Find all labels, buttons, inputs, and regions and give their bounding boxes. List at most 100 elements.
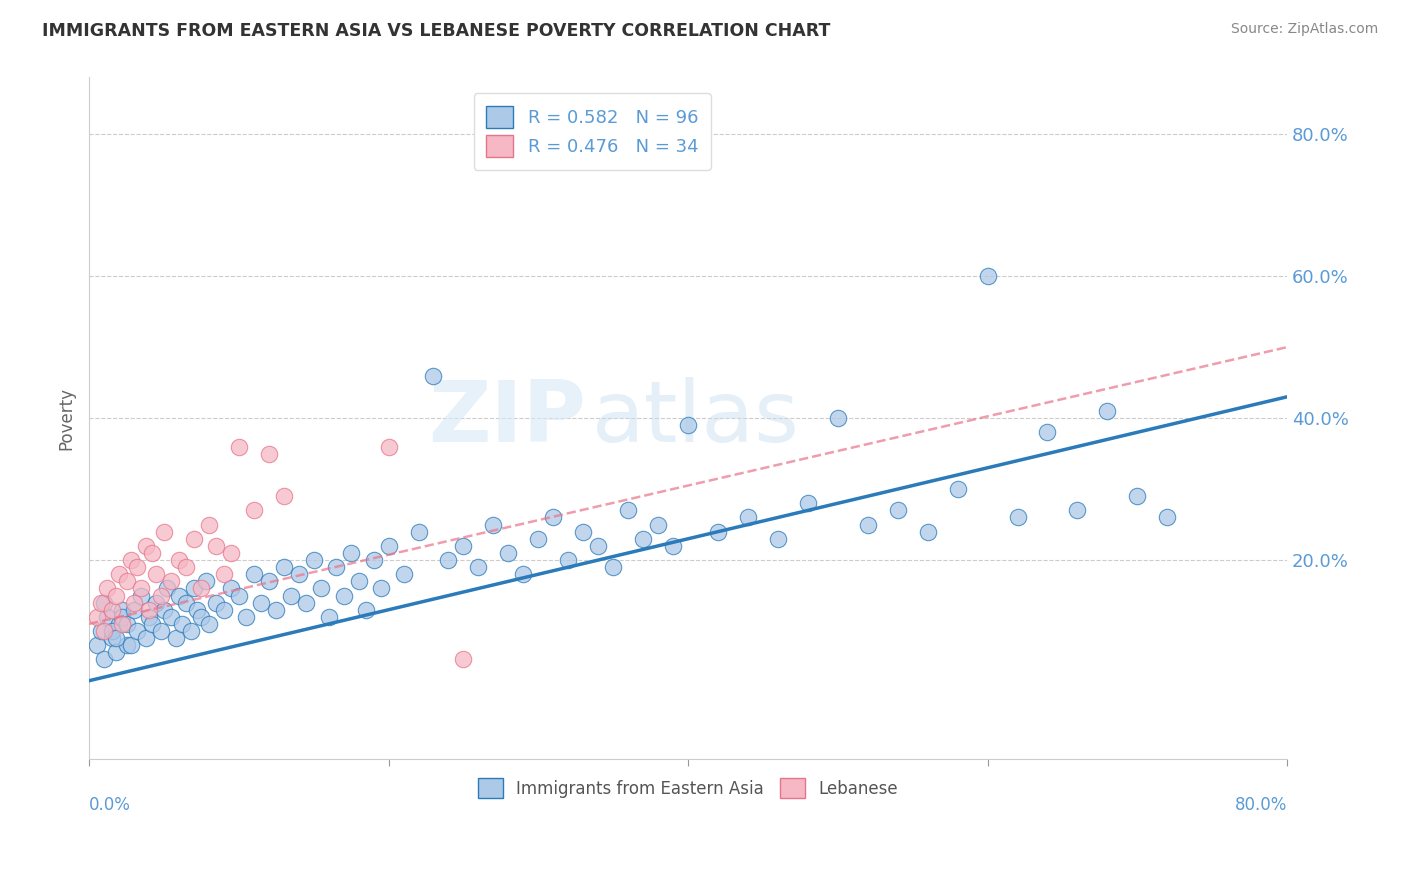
Legend: Immigrants from Eastern Asia, Lebanese: Immigrants from Eastern Asia, Lebanese xyxy=(464,764,911,812)
Point xyxy=(93,652,115,666)
Point xyxy=(467,560,489,574)
Point xyxy=(347,574,370,589)
Point xyxy=(498,546,520,560)
Point xyxy=(153,524,176,539)
Point xyxy=(105,589,128,603)
Point xyxy=(160,574,183,589)
Point xyxy=(250,596,273,610)
Point xyxy=(422,368,444,383)
Point xyxy=(141,616,163,631)
Point xyxy=(149,589,172,603)
Point xyxy=(198,517,221,532)
Point xyxy=(221,582,243,596)
Point xyxy=(377,440,399,454)
Point xyxy=(437,553,460,567)
Point xyxy=(377,539,399,553)
Point xyxy=(647,517,669,532)
Point xyxy=(131,589,153,603)
Point xyxy=(125,624,148,638)
Point xyxy=(1007,510,1029,524)
Point xyxy=(332,589,354,603)
Point xyxy=(1036,425,1059,440)
Point xyxy=(766,532,789,546)
Point xyxy=(93,596,115,610)
Point xyxy=(149,624,172,638)
Point xyxy=(122,596,145,610)
Point xyxy=(165,631,187,645)
Point xyxy=(180,624,202,638)
Point xyxy=(205,596,228,610)
Point xyxy=(631,532,654,546)
Point xyxy=(105,631,128,645)
Point xyxy=(617,503,640,517)
Point xyxy=(280,589,302,603)
Point xyxy=(1097,404,1119,418)
Point xyxy=(257,447,280,461)
Point xyxy=(1066,503,1088,517)
Point xyxy=(295,596,318,610)
Point xyxy=(86,638,108,652)
Text: 80.0%: 80.0% xyxy=(1234,797,1286,814)
Point xyxy=(100,603,122,617)
Point xyxy=(194,574,217,589)
Point xyxy=(135,539,157,553)
Point xyxy=(167,553,190,567)
Point xyxy=(145,596,167,610)
Text: atlas: atlas xyxy=(592,376,800,459)
Point xyxy=(512,567,534,582)
Point xyxy=(1156,510,1178,524)
Point xyxy=(228,589,250,603)
Point xyxy=(273,489,295,503)
Point xyxy=(131,582,153,596)
Point xyxy=(205,539,228,553)
Point xyxy=(183,582,205,596)
Point xyxy=(108,567,131,582)
Point xyxy=(115,616,138,631)
Point xyxy=(145,567,167,582)
Point xyxy=(111,603,134,617)
Point xyxy=(176,596,198,610)
Point xyxy=(243,503,266,517)
Point xyxy=(827,411,849,425)
Point xyxy=(228,440,250,454)
Point xyxy=(707,524,730,539)
Point xyxy=(96,610,118,624)
Point xyxy=(946,482,969,496)
Point xyxy=(135,631,157,645)
Point xyxy=(363,553,385,567)
Point xyxy=(264,603,287,617)
Point xyxy=(243,567,266,582)
Point xyxy=(662,539,685,553)
Point xyxy=(340,546,363,560)
Point xyxy=(160,610,183,624)
Point xyxy=(273,560,295,574)
Point xyxy=(302,553,325,567)
Point xyxy=(737,510,759,524)
Point xyxy=(572,524,595,539)
Point xyxy=(287,567,309,582)
Point xyxy=(257,574,280,589)
Point xyxy=(392,567,415,582)
Point xyxy=(170,616,193,631)
Point xyxy=(453,652,475,666)
Point xyxy=(318,610,340,624)
Point xyxy=(115,638,138,652)
Point xyxy=(125,560,148,574)
Point xyxy=(976,269,998,284)
Point xyxy=(221,546,243,560)
Point xyxy=(100,624,122,638)
Point xyxy=(93,624,115,638)
Text: ZIP: ZIP xyxy=(429,376,586,459)
Point xyxy=(408,524,430,539)
Point xyxy=(100,631,122,645)
Point xyxy=(543,510,565,524)
Point xyxy=(309,582,332,596)
Point xyxy=(90,624,112,638)
Point xyxy=(354,603,377,617)
Point xyxy=(120,553,142,567)
Point xyxy=(120,638,142,652)
Point xyxy=(141,546,163,560)
Point xyxy=(886,503,908,517)
Point xyxy=(198,616,221,631)
Point xyxy=(138,603,160,617)
